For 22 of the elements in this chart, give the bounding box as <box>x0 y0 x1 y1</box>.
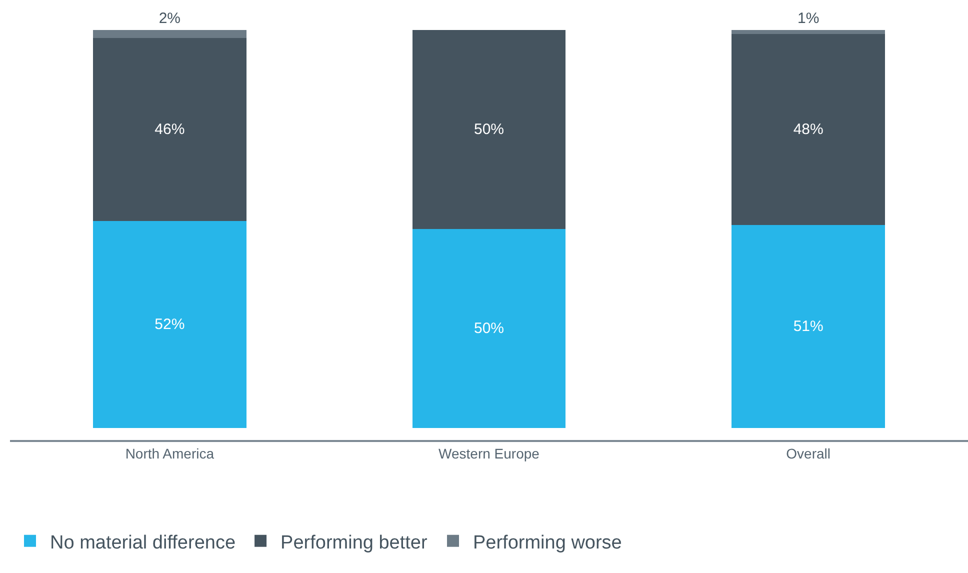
data-label: 50% <box>474 320 504 338</box>
x-tick-label: Overall <box>786 446 831 462</box>
bar <box>412 30 566 230</box>
data-label: 48% <box>793 121 824 138</box>
bar <box>732 225 885 428</box>
x-tick-label: North America <box>125 446 214 462</box>
data-label: 52% <box>154 316 185 334</box>
legend-label: Performing better <box>280 532 428 554</box>
x-tick-label: Western Europe <box>438 446 540 462</box>
data-label: 51% <box>793 318 824 336</box>
bar <box>732 30 885 34</box>
bar <box>732 34 885 226</box>
bar <box>93 30 246 38</box>
legend-label: Performing worse <box>472 532 622 554</box>
bar <box>93 221 246 428</box>
data-label: 50% <box>474 121 504 138</box>
legend-label: No material difference <box>50 532 236 554</box>
data-label: 1% <box>797 10 820 27</box>
data-label: 2% <box>158 10 181 27</box>
data-label: 46% <box>154 121 185 138</box>
bar <box>93 38 246 222</box>
bar <box>412 229 566 428</box>
